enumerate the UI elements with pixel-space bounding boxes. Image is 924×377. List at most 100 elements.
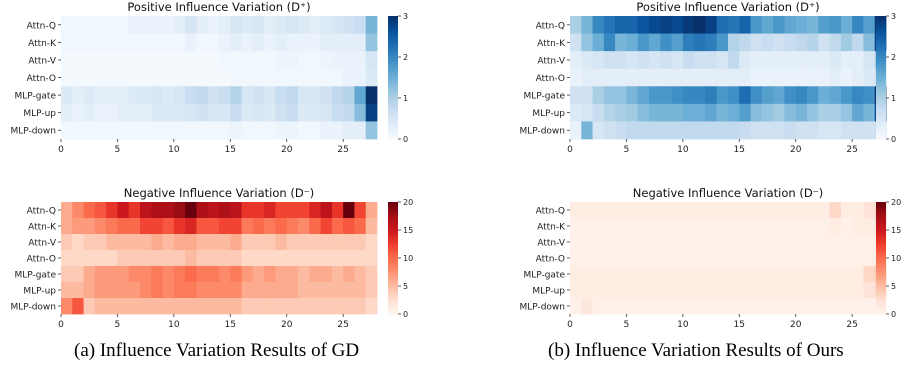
heatmap-cell [196, 33, 209, 52]
heatmap-cell [603, 266, 616, 283]
heatmap-cell [852, 282, 864, 299]
heatmap-cell [264, 33, 276, 52]
x-tick-label: 15 [225, 320, 236, 330]
heatmap-cell [320, 103, 333, 122]
heatmap-cell [61, 298, 73, 315]
heatmap-cell [829, 33, 842, 52]
heatmap-cell [275, 202, 288, 219]
heatmap-cell [705, 202, 718, 219]
colorbar-segment [876, 286, 886, 290]
heatmap-cell [682, 282, 695, 299]
heatmap-cell [286, 51, 299, 70]
heatmap-cell [716, 234, 729, 251]
colorbar-segment [388, 294, 398, 298]
x-tick-label: 25 [337, 320, 348, 330]
colorbar-segment [876, 204, 886, 208]
heatmap-cell [863, 121, 876, 140]
heatmap-cell [264, 202, 276, 219]
heatmap-cell [309, 121, 321, 140]
y-tick-label: MLP-up [23, 109, 56, 119]
heatmap-cell [852, 218, 864, 235]
heatmap-cell [807, 86, 819, 105]
colorbar-segment [388, 258, 398, 262]
heatmap-cell [603, 282, 616, 299]
heatmap-cell [196, 218, 209, 235]
heatmap-cell [671, 51, 684, 70]
heatmap-cell [117, 68, 130, 87]
heatmap-cell [365, 68, 378, 87]
colorbar-segment [388, 288, 398, 292]
heatmap-cell [671, 68, 684, 87]
heatmap-cell [343, 121, 355, 140]
heatmap-cell [739, 298, 751, 315]
heatmap-cell [750, 86, 763, 105]
heatmap-cell [162, 33, 175, 52]
colorbar-segment [388, 308, 398, 312]
heatmap-cell [151, 68, 163, 87]
heatmap-cell [241, 218, 254, 235]
colorbar-tick-label: 0 [891, 310, 896, 319]
colorbar-segment [876, 120, 886, 125]
heatmap-cell [128, 86, 141, 105]
heatmap-cell [795, 121, 808, 140]
heatmap-cell [343, 202, 355, 219]
heatmap-cell [286, 202, 299, 219]
heatmap-cell [320, 218, 333, 235]
heatmap-cell [840, 86, 853, 105]
heatmap-cell [241, 121, 254, 140]
heatmap-cell [320, 33, 333, 52]
heatmap-cell [761, 86, 774, 105]
heatmap-cell [615, 51, 627, 70]
heatmap-cell [581, 16, 593, 34]
colorbar-segment [388, 204, 398, 208]
heatmap-cell [818, 16, 830, 34]
heatmap-cell [83, 33, 96, 52]
heatmap-cell [637, 16, 650, 34]
colorbar-segment [388, 305, 398, 309]
heatmap-cell [151, 298, 163, 315]
colorbar-tick-label: 2 [403, 53, 408, 62]
heatmap-cell [728, 266, 740, 283]
y-tick-label: Attn-K [537, 223, 566, 233]
colorbar-segment [388, 277, 398, 281]
heatmap-cell [219, 68, 231, 87]
heatmap-cell [365, 234, 378, 251]
colorbar-segment [876, 305, 886, 309]
heatmap-cell [140, 282, 152, 299]
heatmap-cell [275, 250, 288, 267]
heatmap-cell [592, 266, 605, 283]
colorbar-segment [388, 95, 398, 100]
heatmap-cell [354, 266, 367, 283]
heatmap-cell [649, 266, 661, 283]
heatmap-cell [230, 121, 242, 140]
heatmap-cell [72, 86, 84, 105]
colorbar-segment [876, 129, 886, 134]
heatmap-cell [207, 33, 220, 52]
heatmap-cell [117, 266, 130, 283]
heatmap-cell [716, 250, 729, 267]
heatmap-cell [241, 266, 254, 283]
heatmap-cell [626, 33, 639, 52]
heatmap-cell [592, 298, 605, 315]
heatmap-cell [83, 202, 96, 219]
heatmap-cell [761, 121, 774, 140]
heatmap-cell [365, 298, 378, 315]
heatmap-cell [694, 103, 706, 122]
heatmap-cell [320, 51, 333, 70]
colorbar-segment [876, 111, 886, 115]
heatmap-cell [219, 266, 231, 283]
heatmap-cell [807, 250, 819, 267]
heatmap-cell [581, 266, 593, 283]
colorbar-segment [876, 99, 886, 103]
colorbar-segment [876, 89, 886, 94]
heatmap-cell [660, 234, 672, 251]
heatmap-cell [773, 298, 785, 315]
heatmap-cell [807, 218, 819, 235]
colorbar-segment [388, 71, 398, 75]
heatmap-cell [320, 250, 333, 267]
colorbar-segment [876, 123, 886, 128]
heatmap-cell [162, 234, 175, 251]
heatmap-cell [230, 282, 242, 299]
heatmap-cell [173, 86, 186, 105]
heatmap-cell [818, 121, 830, 140]
